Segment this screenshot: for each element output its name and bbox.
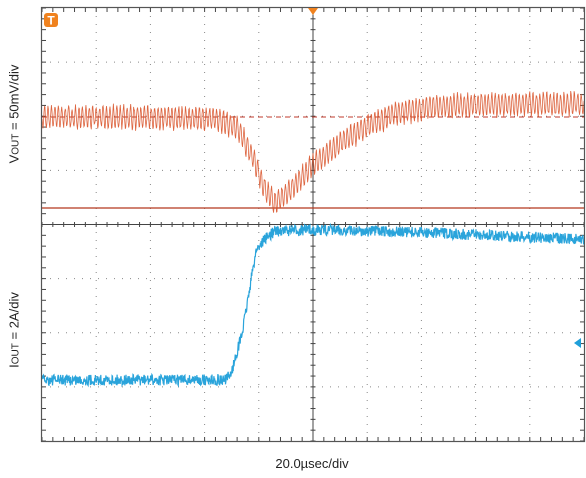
vout-axis-label: VOUT = 50mV/div	[6, 64, 22, 164]
iout-trace	[41, 222, 585, 388]
vout-trace	[41, 90, 585, 213]
scope-markers: T	[44, 8, 581, 348]
trigger-badge	[44, 13, 58, 27]
iout-ground-marker	[574, 338, 581, 348]
trigger-marker: T	[44, 13, 58, 28]
scope-frame	[40, 6, 586, 443]
time-axis-label: 20.0µsec/div	[275, 456, 349, 471]
scope-traces	[41, 90, 585, 388]
scope-grid	[41, 7, 585, 442]
trigger-position-arrow	[308, 8, 318, 15]
trigger-label: T	[47, 14, 55, 28]
iout-axis-label: IOUT = 2A/div	[6, 292, 22, 368]
